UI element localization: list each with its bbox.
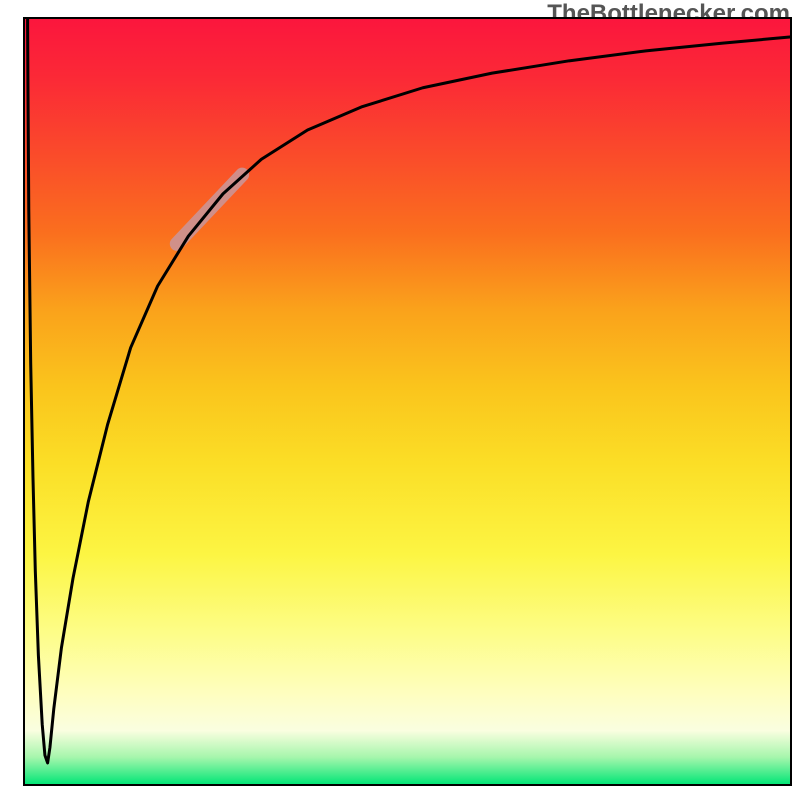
axes-frame [23, 17, 792, 786]
bottleneck-chart: TheBottlenecker.com [0, 0, 800, 800]
